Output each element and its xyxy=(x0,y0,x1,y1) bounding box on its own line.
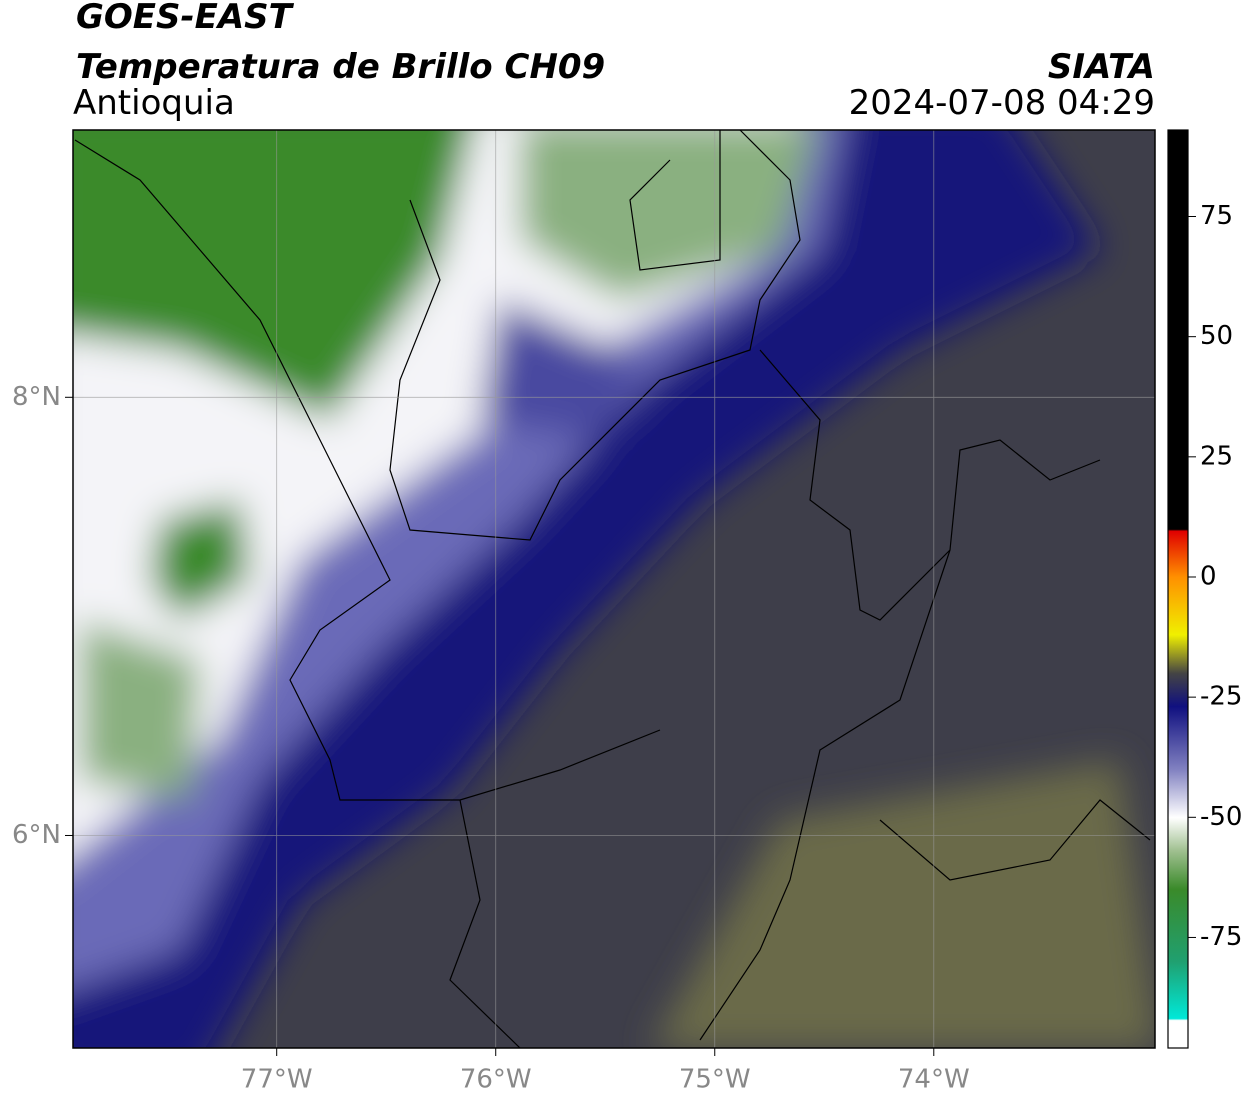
source: SIATA xyxy=(1048,47,1155,87)
timestamp: 2024-07-08 04:29 xyxy=(849,83,1155,123)
colorbar-tick-label: 50 xyxy=(1200,321,1233,351)
colorbar-tick-label: 0 xyxy=(1200,561,1217,591)
y-tick-label: 6°N xyxy=(12,820,61,850)
grid xyxy=(73,130,1155,1048)
satellite-image xyxy=(73,130,1155,1048)
colorbar-tick-label: 25 xyxy=(1200,441,1233,471)
colorbar-tick-label: -25 xyxy=(1200,682,1242,712)
colorbar-tick-label: 75 xyxy=(1200,201,1233,231)
x-tick-label: 74°W xyxy=(898,1065,970,1095)
y-tick-label: 8°N xyxy=(12,382,61,412)
title: GOES-EAST xyxy=(76,0,295,37)
region: Antioquia xyxy=(73,83,235,123)
x-tick-label: 75°W xyxy=(679,1065,751,1095)
colorbar xyxy=(1167,129,1189,1049)
colorbar-tick-label: -50 xyxy=(1200,802,1242,832)
subtitle: Temperatura de Brillo CH09 xyxy=(76,47,605,87)
colorbar-tick-label: -75 xyxy=(1200,922,1242,952)
map-frame xyxy=(72,129,1156,1049)
x-tick-label: 77°W xyxy=(241,1065,313,1095)
x-tick-label: 76°W xyxy=(460,1065,532,1095)
